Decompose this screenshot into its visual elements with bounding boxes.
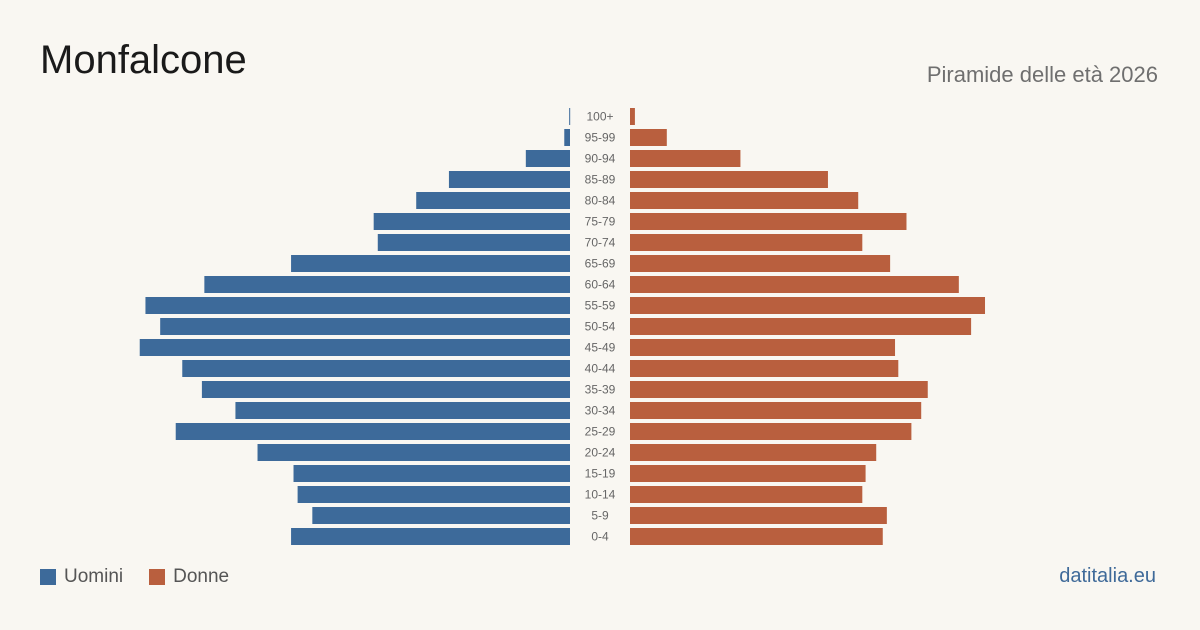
legend-label-women: Donne [173,566,230,587]
age-label-5-9: 5-9 [591,509,609,523]
age-label-10-14: 10-14 [585,488,616,502]
age-label-100+: 100+ [586,110,613,124]
bar-women-60-64 [630,276,959,293]
age-label-80-84: 80-84 [585,194,616,208]
bar-women-25-29 [630,423,912,440]
age-label-15-19: 15-19 [585,467,616,481]
bar-men-95-99 [564,129,570,146]
bar-men-100+ [569,108,571,125]
bar-men-15-19 [293,465,570,482]
legend-label-men: Uomini [64,566,124,587]
bar-men-25-29 [175,423,570,440]
bar-men-80-84 [416,192,570,209]
age-label-50-54: 50-54 [585,320,616,334]
bar-men-75-79 [373,213,570,230]
bar-men-90-94 [525,150,570,167]
legend-item-women: Donne [149,566,229,588]
chart-legend: Uomini Donne [40,566,255,588]
bar-women-20-24 [630,444,877,461]
bar-women-90-94 [630,150,741,167]
bar-women-5-9 [630,507,887,524]
bar-men-20-24 [257,444,570,461]
bar-men-65-69 [291,255,570,272]
age-label-25-29: 25-29 [585,425,616,439]
age-label-90-94: 90-94 [585,152,616,166]
legend-swatch-men [40,569,56,585]
age-label-55-59: 55-59 [585,299,616,313]
bar-men-40-44 [182,360,570,377]
brand-link[interactable]: datitalia.eu [1059,565,1156,587]
bar-men-85-89 [448,171,570,188]
bar-women-85-89 [630,171,828,188]
bar-men-5-9 [312,507,570,524]
age-label-0-4: 0-4 [591,530,609,544]
age-label-75-79: 75-79 [585,215,616,229]
age-label-70-74: 70-74 [585,236,616,250]
page-title: Monfalcone [40,38,247,82]
age-label-65-69: 65-69 [585,257,616,271]
bar-women-45-49 [630,339,896,356]
bar-women-65-69 [630,255,891,272]
bar-women-95-99 [630,129,667,146]
age-label-40-44: 40-44 [585,362,616,376]
bar-men-45-49 [139,339,570,356]
bar-women-70-74 [630,234,863,251]
age-label-85-89: 85-89 [585,173,616,187]
bar-women-80-84 [630,192,859,209]
age-label-95-99: 95-99 [585,131,616,145]
legend-item-men: Uomini [40,566,123,588]
bar-women-55-59 [630,297,986,314]
bar-women-10-14 [630,486,863,503]
bar-women-100+ [630,108,635,125]
bar-men-30-34 [235,402,571,419]
age-label-35-39: 35-39 [585,383,616,397]
bar-men-10-14 [297,486,570,503]
age-label-30-34: 30-34 [585,404,616,418]
bar-women-0-4 [630,528,883,545]
age-label-45-49: 45-49 [585,341,616,355]
bar-women-30-34 [630,402,922,419]
bar-women-50-54 [630,318,972,335]
bar-men-60-64 [204,276,570,293]
bar-men-35-39 [201,381,570,398]
age-label-60-64: 60-64 [585,278,616,292]
bar-women-35-39 [630,381,928,398]
age-label-20-24: 20-24 [585,446,616,460]
bar-men-70-74 [377,234,570,251]
bar-men-0-4 [291,528,570,545]
legend-swatch-women [149,569,166,585]
bar-men-50-54 [160,318,570,335]
bar-women-75-79 [630,213,907,230]
chart-subtitle: Piramide delle età 2026 [926,62,1158,87]
bar-women-40-44 [630,360,899,377]
bar-men-55-59 [145,297,570,314]
bar-women-15-19 [630,465,866,482]
